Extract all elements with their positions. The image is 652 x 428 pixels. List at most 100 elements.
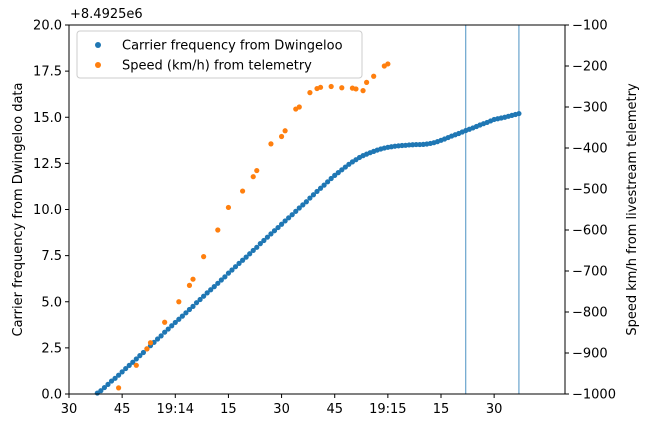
y2-tick-label: −400	[572, 142, 608, 157]
x-tick-label: 30	[486, 402, 503, 417]
y-tick-label: 15.0	[33, 111, 62, 126]
series-0-point	[271, 228, 278, 234]
y2-tick-label: −1000	[572, 388, 616, 403]
series-0-point	[254, 244, 260, 250]
series-1-point	[385, 61, 391, 67]
series-0-point	[296, 205, 302, 211]
series-0-point	[339, 167, 345, 173]
series-1-point	[250, 174, 256, 180]
series-0-point	[126, 362, 132, 369]
y2-tick-label: −600	[572, 224, 608, 239]
series-0-point	[193, 300, 200, 306]
series-0-point	[317, 185, 324, 191]
series-0-point	[225, 270, 232, 276]
series-0-point	[268, 231, 274, 237]
x-tick-label: 45	[114, 402, 131, 417]
series-1-point	[225, 204, 232, 211]
series-1-point	[162, 319, 168, 325]
series-0-point	[112, 375, 118, 381]
series-layer	[94, 61, 522, 396]
series-0-point	[176, 316, 182, 322]
series-0-point	[232, 264, 239, 270]
series-0-point	[190, 303, 196, 309]
series-0-point	[162, 329, 168, 335]
series-0-point	[300, 202, 306, 208]
x-tick-label: 19:15	[369, 402, 406, 417]
series-1-point	[144, 346, 150, 352]
y-axis-label: Carrier frequency from Dwingeloo data	[11, 83, 26, 337]
series-1-point	[339, 85, 345, 91]
series-1-point	[133, 362, 139, 368]
series-0-point	[119, 369, 125, 375]
series-0-point	[201, 293, 207, 299]
series-0-point	[247, 251, 253, 257]
series-0-point	[275, 224, 281, 231]
x-tick-label: 30	[273, 402, 290, 417]
y-tick-label: 7.5	[41, 249, 62, 264]
series-1-point	[254, 167, 260, 174]
series-1-point	[328, 83, 334, 90]
legend-box	[76, 30, 363, 79]
x-tick-label: 30	[61, 402, 78, 417]
y2-axis-label: Speed km/h from livestream telemetry	[625, 83, 640, 336]
series-1-point	[353, 86, 359, 92]
series-0-point	[264, 234, 270, 240]
y-tick-label: 10.0	[33, 203, 62, 218]
legend-label-speed: Speed (km/h) from telemetry	[122, 59, 312, 74]
y2-tick-label: −200	[572, 60, 608, 75]
y2-tick-label: −800	[572, 306, 608, 321]
y-tick-label: 17.5	[33, 65, 62, 80]
series-0-point	[183, 310, 189, 316]
plot-background	[69, 25, 565, 394]
series-1-point	[278, 133, 285, 140]
series-1-point	[268, 141, 274, 147]
series-0-point	[257, 241, 263, 247]
series-1-point	[240, 188, 246, 194]
series-0-point	[116, 372, 122, 378]
series-1-point	[282, 128, 288, 134]
series-0-point	[516, 110, 522, 117]
x-tick-label: 15	[433, 402, 450, 417]
series-0-point	[98, 388, 104, 394]
series-0-point	[215, 280, 221, 286]
series-0	[94, 110, 522, 396]
series-1-point	[360, 88, 366, 94]
vertical-markers	[465, 25, 520, 394]
legend-marker-speed	[95, 62, 101, 68]
y-tick-label: 5.0	[41, 295, 62, 310]
series-0-point	[328, 175, 334, 182]
series-1-point	[176, 299, 182, 305]
series-0-point	[303, 199, 309, 205]
series-1-point	[371, 73, 377, 79]
series-1-point	[317, 84, 324, 90]
y2-tick-label: −300	[572, 101, 608, 116]
series-1-point	[364, 79, 370, 85]
y-tick-label: 12.5	[33, 157, 62, 172]
series-0-point	[282, 218, 288, 224]
y2-tick-label: −900	[572, 347, 608, 362]
series-1-point	[307, 90, 313, 96]
series-0-point	[321, 182, 327, 188]
series-0-point	[261, 237, 267, 244]
series-0-point	[332, 172, 338, 178]
series-1-point	[215, 227, 221, 233]
series-0-point	[222, 274, 228, 280]
series-1-point	[186, 282, 193, 288]
series-0-point	[186, 306, 193, 313]
series-0-point	[154, 336, 161, 342]
series-0-point	[236, 260, 242, 266]
series-0-point	[335, 170, 341, 176]
series-0-point	[133, 356, 139, 362]
series-0-point	[208, 287, 214, 293]
series-0-point	[293, 208, 299, 214]
y-axis-left: 0.0 2.5 5.0 7.5 10.0 12.5 15.0 17.5 20.0	[33, 19, 69, 403]
series-0-point	[211, 284, 217, 290]
series-1-point	[201, 254, 207, 260]
series-1-point	[190, 276, 196, 282]
series-0-point	[325, 179, 331, 185]
y-tick-label: 2.5	[41, 341, 62, 356]
series-0-point	[158, 333, 164, 339]
legend-marker-carrier	[95, 42, 101, 48]
x-tick-label: 19:14	[157, 402, 194, 417]
